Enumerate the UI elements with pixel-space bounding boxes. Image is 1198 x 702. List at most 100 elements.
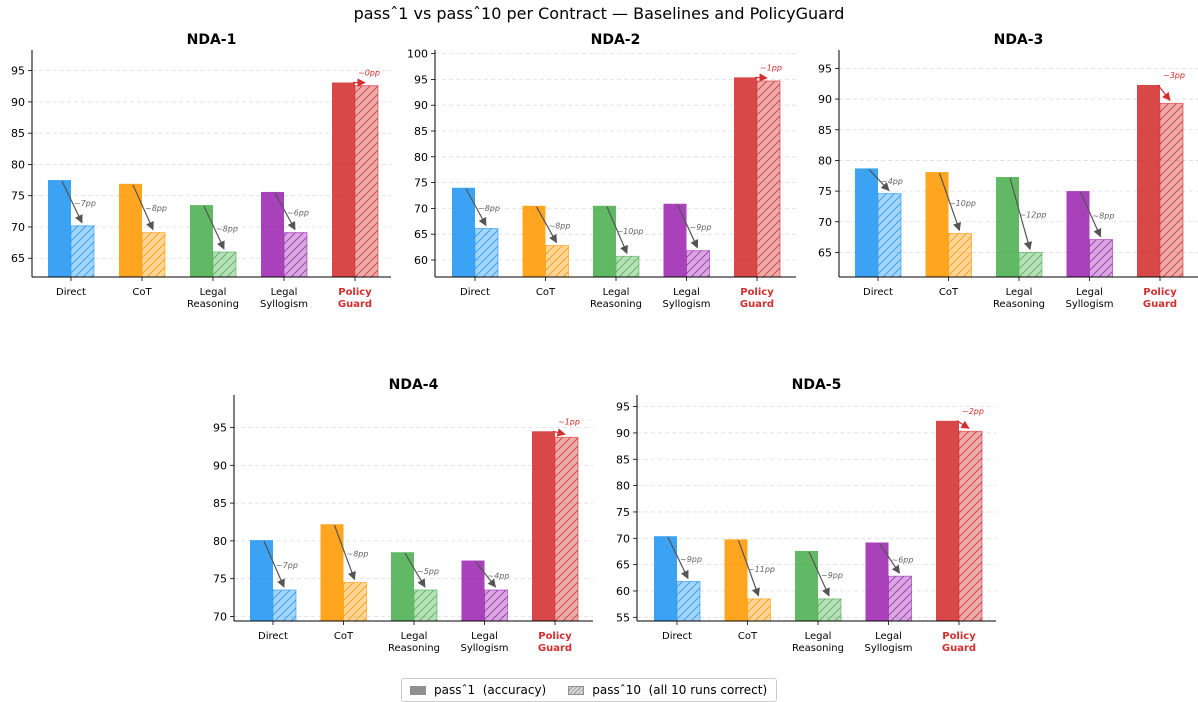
y-tick-label: 75 [11,190,25,203]
bar-pass1 [795,550,818,621]
bar-pass1 [996,176,1019,277]
bar-pass1 [320,524,344,621]
y-tick-label: 70 [11,221,25,234]
drop-annotation: ~4pp [881,177,903,186]
drop-annotation: ~8pp [347,549,369,558]
drop-arrow-policyguard [956,420,970,429]
x-tick-label: Direct [460,287,490,298]
bar-pass10 [756,80,781,278]
x-tick-label: CoT [939,287,959,298]
bar-pass1 [391,552,414,621]
drop-arrow [132,184,154,231]
x-tick-label: Direct [258,631,288,642]
bar-pass10 [554,436,579,622]
y-tick-label: 90 [414,99,428,112]
y-tick-label: 85 [11,127,25,140]
x-tick-label: Reasoning [187,299,239,310]
legend: passˆ1 (accuracy) passˆ10 (all 10 runs c… [401,678,777,702]
drop-annotation: ~8pp [1093,211,1115,220]
x-tick-label: Direct [662,631,692,642]
drop-arrow [808,551,830,597]
bar-pass1 [593,205,616,277]
bar-pass10 [686,250,710,278]
drop-arrow-policyguard [754,73,768,82]
drop-annotation: ~11pp [748,565,775,574]
y-tick-label: 90 [11,96,25,109]
bar-pass10 [958,430,983,622]
drop-annotation: ~0pp [358,69,380,78]
drop-annotation: ~1pp [558,417,580,426]
y-tick-label: 70 [213,610,227,623]
panel-title: NDA-3 [994,32,1044,48]
x-tick-label: Legal [805,631,832,642]
bar-pass10 [948,232,972,278]
y-tick-label: 95 [11,65,25,78]
bar-pass1 [925,172,949,277]
drop-arrow [938,172,961,232]
drop-arrow [203,205,225,250]
legend-item-pass1: passˆ1 (accuracy) [410,683,546,697]
drop-annotation: ~7pp [74,199,96,208]
drop-arrow [1009,177,1033,251]
x-tick-label: CoT [738,631,758,642]
drop-arrow [676,204,699,249]
x-tick-label: Legal [673,287,700,298]
x-tick-label: CoT [536,287,556,298]
drop-arrow [475,561,497,588]
drop-arrow [404,552,426,588]
drop-annotation: ~7pp [276,561,298,570]
y-tick-label: 75 [213,573,227,586]
y-tick-label: 80 [414,151,428,164]
y-tick-label: 95 [213,422,227,435]
x-tick-label: Syllogism [662,299,710,310]
x-tick-label: Legal [271,287,298,298]
y-tick-label: 70 [818,216,832,229]
x-tick-label: CoT [132,287,152,298]
x-tick-label: Reasoning [993,299,1045,310]
bar-pass10 [1159,102,1184,278]
bar-pass10 [354,85,379,278]
drop-arrow [465,188,487,227]
panel-title: NDA-1 [187,32,237,48]
y-tick-label: 100 [407,48,428,61]
x-tick-label: Policy [338,287,372,298]
chart-panel-nda-2: 60 65 70 75 80 85 90 95 100 NDA-2 ~8pp Direct ~8pp Co… [407,32,796,310]
chart-panel-nda-5: 55 60 65 70 75 80 85 90 95 NDA-5 ~9pp Direct ~11pp Co… [616,377,996,654]
x-tick-label: Legal [875,631,902,642]
drop-annotation: ~10pp [949,199,976,208]
bar-pass10 [413,589,438,622]
drop-arrow-policyguard [552,428,566,437]
legend-label-pass10: passˆ10 (all 10 runs correct) [592,683,768,697]
drop-arrow [667,536,689,580]
y-tick-label: 85 [414,125,428,138]
y-tick-label: 60 [616,585,630,598]
bar-pass10 [343,581,367,622]
bar-pass1 [190,205,213,277]
bar-pass10 [70,225,95,278]
bar-pass10 [676,580,701,622]
x-tick-label: Direct [863,287,893,298]
bar-pass1 [865,542,889,621]
x-tick-label: Direct [56,287,86,298]
bar-pass1 [1137,84,1160,277]
bar-pass1 [48,180,71,277]
bar-pass10 [747,598,771,622]
panel-title: NDA-5 [792,377,842,393]
bar-pass10 [545,245,569,278]
x-tick-label: Syllogism [1065,299,1113,310]
chart-panel-nda-3: 65 70 75 80 85 90 95 NDA-3 ~4pp Direct ~10pp CoT ~12… [818,32,1198,310]
bar-pass10 [484,589,508,622]
bar-pass10 [474,228,499,278]
drop-arrow [333,525,356,581]
x-tick-label: Legal [1076,287,1103,298]
x-tick-label: Policy [942,631,976,642]
x-tick-label: Guard [1143,299,1177,310]
bar-pass1 [532,431,555,621]
drop-arrow [535,206,558,244]
y-tick-label: 80 [616,480,630,493]
legend-swatch-hatched [568,685,585,695]
drop-annotation: ~6pp [287,208,309,217]
bar-pass1 [1066,191,1090,277]
y-tick-label: 65 [616,559,630,572]
